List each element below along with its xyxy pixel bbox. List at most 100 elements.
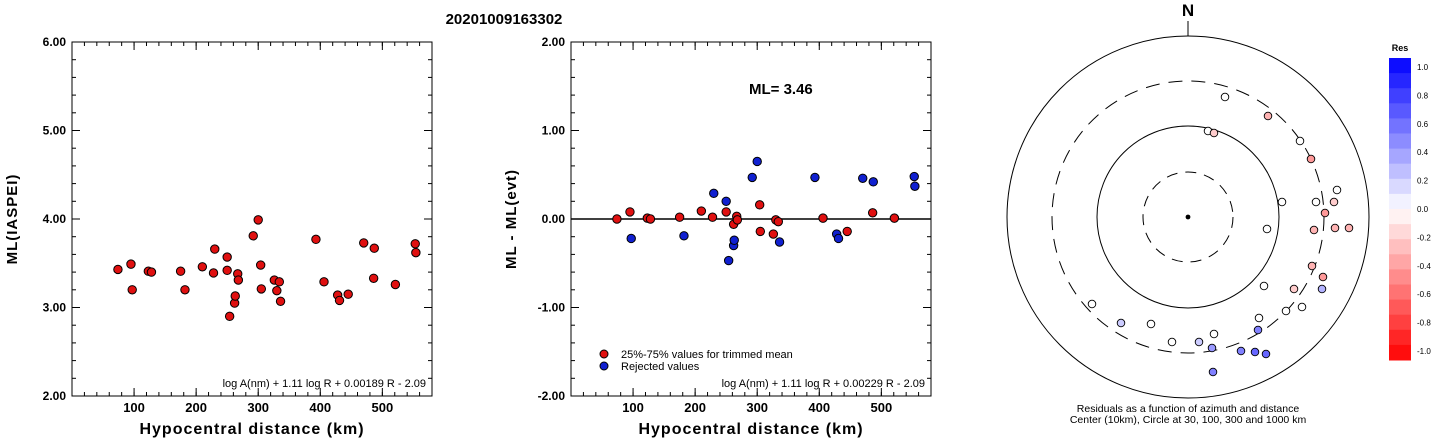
colorbar-swatch — [1389, 133, 1411, 150]
residual-colorbar: Res 1.0 0.8 0.6 0.4 0.2 0.0 -0.2 -0.4 -0.6 -0.8 -1.… — [1389, 43, 1431, 361]
polar-station-point — [1087, 299, 1097, 309]
chart-2-data-point — [747, 172, 757, 183]
colorbar-tick-label: -0.4 — [1417, 262, 1431, 271]
chart-1-data-point — [208, 268, 219, 278]
polar-station-point — [1250, 347, 1260, 357]
colorbar-swatch — [1389, 58, 1411, 74]
chart-2-data-point — [889, 213, 900, 223]
colorbar-swatch — [1389, 209, 1411, 225]
chart-1-data-point — [390, 279, 401, 290]
chart-1-data-point — [368, 273, 379, 283]
ml-vs-distance-chart: 2.00 3.00 4.00 5.00 6.00 100 200 300 400 500 Hypoc… — [4, 35, 433, 438]
chart-2-data-point — [709, 188, 719, 199]
chart-2-data-point — [868, 177, 878, 187]
chart-1-data-point — [410, 239, 420, 249]
chart-2-data-point — [625, 207, 635, 217]
polar-station-point — [1253, 325, 1263, 335]
polar-station-point — [1281, 306, 1291, 316]
chart-1-x-axis-label: Hypocentral distance (km) — [139, 421, 364, 438]
chart-2-ytick-label: 1.00 — [542, 124, 566, 138]
chart-1-ytick-label: 6.00 — [43, 35, 67, 49]
chart-1-xtick-label: 200 — [185, 400, 207, 415]
chart-2-formula: log A(nm) + 1.11 log R + 0.00229 R - 2.0… — [722, 378, 925, 390]
polar-station-point — [1295, 136, 1305, 146]
colorbar-tick-label: 0.8 — [1417, 91, 1429, 100]
chart-2-ytick-label: 2.00 — [542, 35, 566, 49]
chart-2-xtick-label: 100 — [622, 400, 644, 415]
chart-1-ytick-label: 3.00 — [43, 301, 67, 315]
chart-2-data-point — [721, 196, 731, 207]
colorbar-swatch — [1389, 193, 1411, 210]
polar-station-point — [1311, 197, 1321, 207]
colorbar-swatch — [1389, 284, 1411, 301]
chart-2-data-point — [721, 207, 731, 217]
chart-1-ytick-label: 5.00 — [43, 124, 67, 138]
chart-1-plot-frame — [71, 41, 433, 397]
chart-2-data-point — [732, 215, 743, 225]
chart-2-data-point — [774, 237, 785, 247]
polar-station-point — [1309, 225, 1319, 235]
chart-2-data-point — [833, 233, 844, 244]
chart-1-ytick-label: 2.00 — [43, 389, 67, 403]
chart-1-xtick-label: 400 — [309, 400, 331, 415]
chart-1-xtick-label: 100 — [123, 400, 145, 415]
chart-2-data-point — [723, 255, 734, 266]
colorbar-swatch — [1389, 73, 1411, 89]
polar-station-point — [1318, 272, 1328, 282]
chart-2-data-point — [752, 156, 762, 167]
chart-2-x-axis-label: Hypocentral distance (km) — [638, 421, 863, 438]
chart-1-data-point — [248, 231, 258, 241]
polar-station-point — [1277, 197, 1287, 207]
chart-2-data-point — [858, 173, 868, 183]
chart-2-data-point — [612, 214, 622, 224]
colorbar-tick-label: 1.0 — [1417, 63, 1429, 72]
chart-1-data-point — [275, 296, 286, 307]
colorbar-tick-label: 0.0 — [1417, 205, 1429, 214]
colorbar-swatch — [1389, 88, 1411, 104]
polar-station-point — [1207, 343, 1217, 353]
chart-2-xtick-label: 200 — [684, 400, 706, 415]
colorbar-swatch — [1389, 239, 1411, 255]
chart-2-data-point — [842, 226, 852, 237]
polar-station-point — [1297, 302, 1307, 312]
chart-1-data-point — [126, 259, 136, 269]
chart-1-xtick-label: 300 — [247, 400, 269, 415]
chart-2-xtick-label: 500 — [870, 400, 892, 415]
polar-station-point — [1167, 337, 1177, 347]
colorbar-swatch — [1389, 103, 1411, 119]
chart-1-data-point — [222, 265, 232, 276]
chart-1-data-point — [197, 262, 208, 272]
chart-1-data-point — [411, 247, 421, 258]
polar-station-point — [1236, 346, 1246, 356]
colorbar-swatch — [1389, 299, 1411, 316]
chart-2-data-point — [645, 214, 656, 224]
chart-2-data-point — [910, 181, 920, 191]
polar-station-point — [1194, 337, 1204, 347]
polar-station-point — [1307, 261, 1317, 271]
chart-2-data-point — [755, 226, 766, 237]
polar-caption-line: Residuals as a function of azimuth and d… — [1077, 403, 1300, 415]
colorbar-swatch — [1389, 329, 1411, 346]
polar-station-point — [1263, 111, 1273, 121]
colorbar-tick-label: 0.4 — [1417, 148, 1429, 157]
chart-1-data-point — [272, 285, 282, 296]
colorbar-tick-label: -0.6 — [1417, 290, 1431, 299]
polar-station-point — [1329, 197, 1339, 207]
polar-station-point — [1261, 349, 1271, 359]
polar-station-point — [1116, 318, 1126, 328]
ml-residual-vs-distance-chart: -2.00 -1.00 0.00 1.00 2.00 100 200 300 400 500 Hyp… — [503, 35, 932, 438]
polar-station-point — [1317, 284, 1327, 294]
chart-2-data-point — [729, 235, 739, 245]
polar-station-point — [1209, 128, 1219, 138]
chart-1-data-point — [311, 234, 321, 245]
polar-station-point — [1344, 223, 1354, 233]
chart-1-data-point — [127, 285, 137, 295]
polar-station-point — [1220, 92, 1230, 102]
polar-ring-100km — [1096, 125, 1280, 309]
chart-2-data-point — [818, 213, 828, 223]
colorbar-tick-label: -1.0 — [1417, 347, 1431, 356]
chart-2-legend-label: Rejected values — [621, 361, 700, 373]
polar-station-point — [1330, 223, 1340, 233]
polar-caption-line: Center (10km), Circle at 30, 100, 300 an… — [1070, 414, 1307, 426]
